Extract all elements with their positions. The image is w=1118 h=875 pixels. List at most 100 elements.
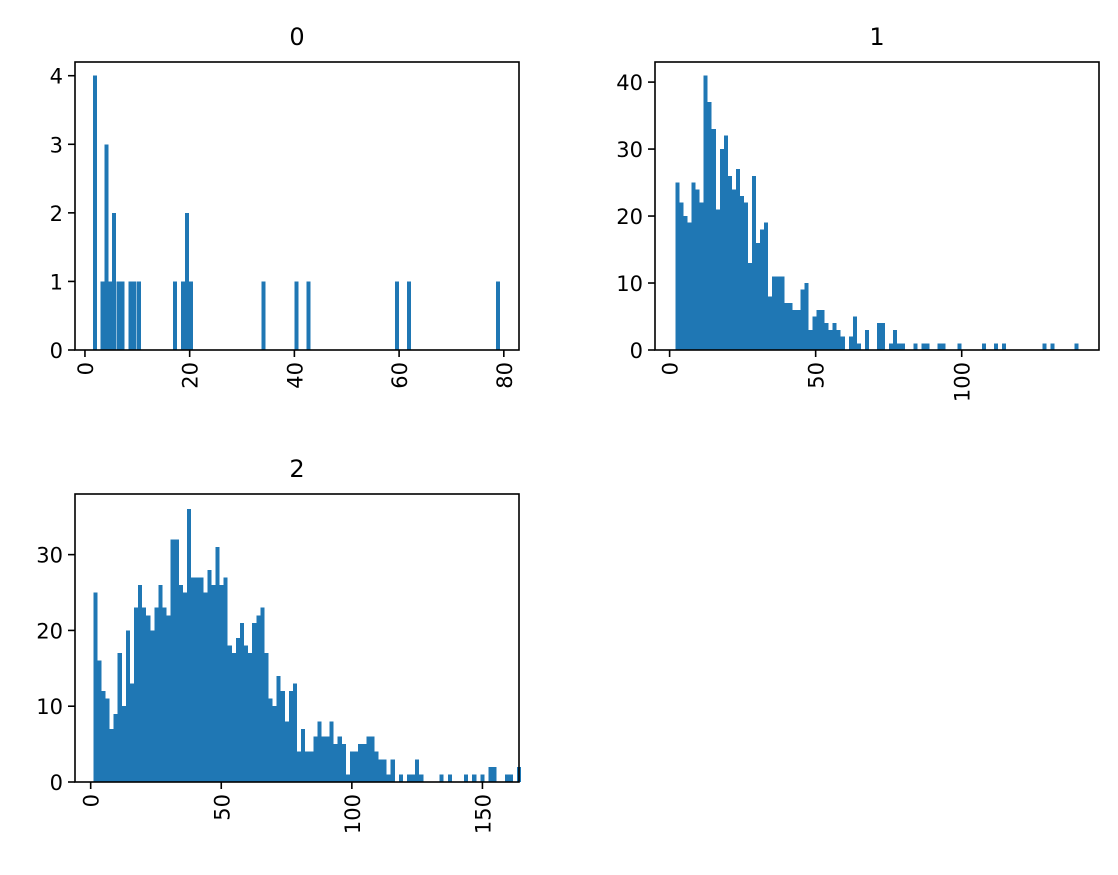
histogram-bar [366, 736, 371, 782]
histogram-bar [306, 281, 311, 350]
histogram-bar [957, 343, 962, 350]
histogram-bar [472, 774, 477, 782]
x-tick-label: 0 [80, 794, 104, 807]
histogram-bar [715, 209, 720, 350]
histogram-bar [752, 175, 757, 350]
histogram-bar [121, 706, 126, 782]
histogram-bar [981, 343, 986, 350]
x-tick-label: 0 [659, 362, 683, 375]
panel-title: 2 [289, 455, 304, 483]
histogram-bar [480, 774, 485, 782]
histogram-bar [345, 774, 350, 782]
histogram-bar [261, 281, 266, 350]
histogram-bar [1074, 343, 1079, 350]
histogram-bar [264, 653, 269, 782]
histogram-bar [394, 281, 399, 350]
histogram-bar [406, 281, 411, 350]
histogram-bar [182, 592, 187, 782]
histogram-bar [191, 577, 196, 782]
histogram-bar [691, 182, 696, 350]
histogram-bar [158, 584, 163, 782]
bars [92, 75, 500, 350]
histogram-bar [792, 309, 797, 350]
x-tick-label: 50 [805, 362, 829, 389]
histogram-bar [756, 242, 761, 350]
histogram-bar [378, 759, 383, 782]
histogram-bar [1042, 343, 1047, 350]
x-tick-label: 100 [341, 794, 365, 834]
histogram-bar [276, 675, 281, 782]
histogram-bar [227, 645, 232, 782]
histogram-bar [349, 751, 355, 782]
histogram-bar [495, 281, 500, 350]
histogram-bar [824, 323, 829, 350]
x-tick-label: 20 [179, 362, 203, 389]
y-tick-label: 0 [50, 339, 63, 363]
histogram-bar [260, 607, 265, 782]
histogram-bar [252, 622, 257, 782]
histogram-bar [707, 102, 712, 351]
bars [675, 75, 1079, 351]
histogram-bar [288, 691, 293, 782]
histogram-bar [848, 336, 853, 350]
histogram-bar [180, 281, 185, 350]
histogram-bar [112, 212, 117, 350]
x-tick-label: 100 [951, 362, 975, 402]
histogram-bar [925, 343, 930, 350]
histogram-bar [398, 774, 403, 782]
histogram-bar [272, 706, 277, 782]
x-tick-label: 0 [74, 362, 98, 375]
y-tick-label: 0 [50, 771, 63, 795]
histogram-panel-1: 1 0 10 20 30 40 0 50 100 [616, 23, 1100, 402]
histogram-bar [195, 577, 200, 782]
panel-title: 0 [289, 23, 304, 51]
histogram-bar [504, 774, 509, 782]
histogram-bar [248, 653, 253, 782]
histogram-bar [419, 774, 424, 782]
histogram-bar [695, 189, 700, 350]
histogram-bar [820, 309, 825, 350]
histogram-bar [358, 744, 363, 782]
histogram-bar [223, 577, 228, 782]
histogram-bar [913, 343, 918, 350]
histogram-bar [386, 774, 391, 782]
histogram-bar [108, 281, 113, 350]
histogram-bar [703, 75, 708, 350]
histogram-bar [711, 128, 716, 350]
histogram-bar [104, 144, 109, 350]
histogram-bar [219, 584, 224, 782]
histogram-bar [760, 229, 765, 350]
histogram-bar [186, 509, 192, 782]
histogram-bar [305, 751, 310, 782]
histogram-bar [178, 584, 183, 782]
histogram-bar [881, 323, 886, 350]
histogram-bar [370, 736, 375, 782]
histogram-bar [840, 336, 845, 350]
histogram-bar [154, 607, 159, 782]
histogram-bar [687, 222, 692, 350]
histogram-bar [116, 281, 121, 350]
histogram-bar [411, 774, 416, 782]
histogram-bar [784, 303, 789, 350]
histogram-bar [207, 569, 212, 782]
histogram-bar [856, 343, 861, 350]
histogram-bar [828, 329, 833, 350]
histogram-bar [864, 329, 869, 350]
histogram-bar [877, 323, 882, 350]
histogram-bar [780, 276, 785, 350]
y-tick-label: 10 [616, 272, 643, 296]
histogram-bar [743, 202, 749, 350]
x-tick-label: 60 [388, 362, 412, 389]
axes-frame [654, 61, 1100, 351]
histogram-bar [113, 713, 118, 782]
histogram-bar [731, 189, 736, 350]
histogram-bar [172, 281, 177, 350]
histogram-bar [788, 303, 793, 350]
histogram-bar [889, 343, 894, 350]
panel-title: 1 [869, 23, 884, 51]
histogram-bar [166, 615, 171, 782]
histogram-bar [129, 683, 135, 782]
histogram-bar [852, 316, 857, 350]
histogram-bar [812, 316, 817, 350]
